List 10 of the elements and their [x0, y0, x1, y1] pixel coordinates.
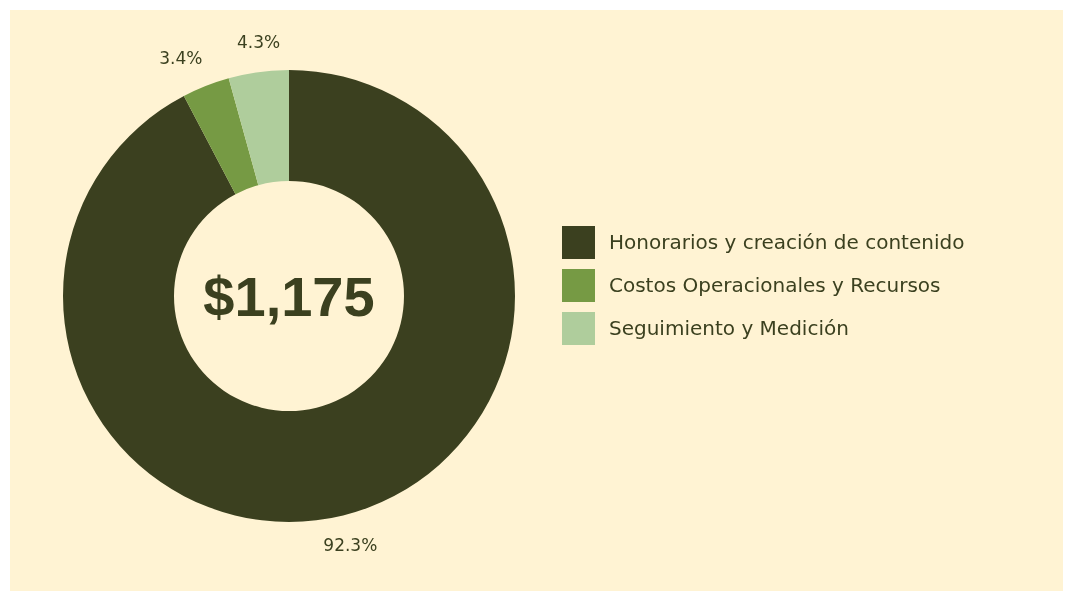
legend-label: Honorarios y creación de contenido — [609, 230, 965, 254]
data-label: 92.3% — [323, 534, 378, 555]
donut-slice — [183, 78, 259, 195]
data-label: 4.3% — [236, 32, 281, 53]
donut-slice — [63, 70, 515, 522]
legend-label: Costos Operacionales y Recursos — [609, 273, 941, 297]
text: $1,175 — [203, 264, 375, 328]
donut-slice — [228, 70, 289, 186]
legend-label: Seguimiento y Medición — [609, 316, 849, 340]
data-label: 3.4% — [159, 47, 203, 68]
